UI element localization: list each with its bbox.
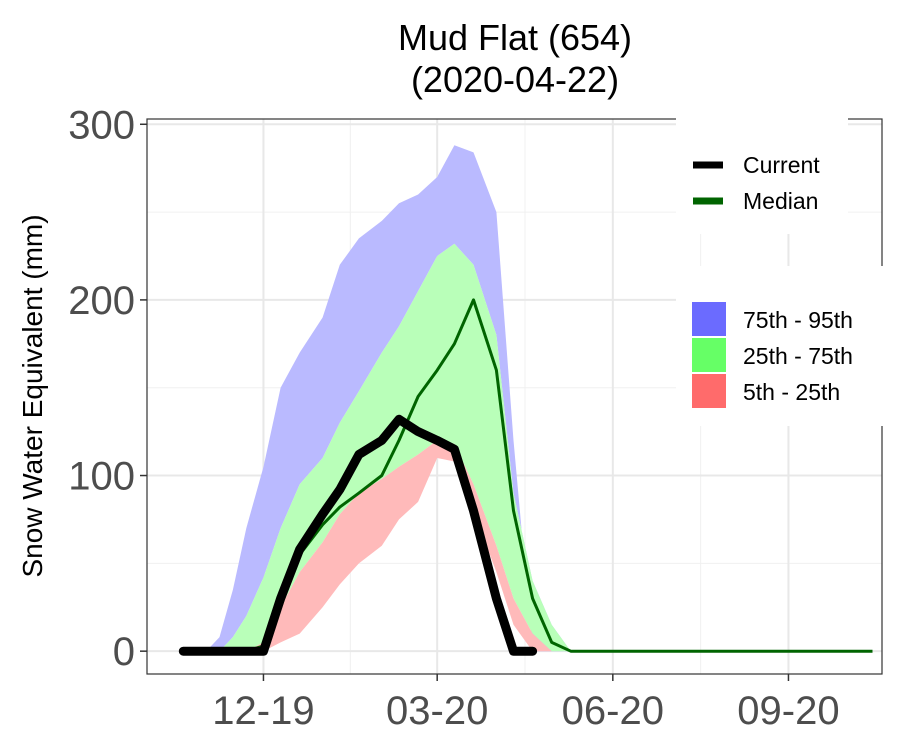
legend-key-band	[692, 374, 726, 408]
x-tick-label: 09-20	[737, 689, 839, 733]
legend-label-median: Median	[743, 188, 818, 214]
x-tick-label: 06-20	[562, 689, 664, 733]
legend-label-band: 25th - 75th	[743, 343, 853, 369]
y-axis-label: Snow Water Equivalent (mm)	[17, 214, 48, 577]
band-5th-25th	[183, 440, 873, 652]
legend: Current Median 75th - 95th 25th - 75th 5th -…	[676, 116, 886, 426]
band-25th-75th	[183, 243, 873, 652]
y-tick-label: 100	[68, 455, 135, 499]
legend-key-band	[692, 302, 726, 336]
x-tick-label: 12-19	[212, 689, 314, 733]
series-lines	[178, 298, 873, 656]
chart-title-line1: Mud Flat (654)	[398, 17, 632, 58]
x-tick-label: 03-20	[386, 689, 488, 733]
legend-key-band	[692, 338, 726, 372]
axis-ticks: 0 100 200 300 12-19 03-20 06-20 09-20	[68, 103, 839, 733]
current-line	[178, 414, 538, 656]
legend-lines-box	[676, 116, 848, 234]
legend-label-band: 75th - 95th	[743, 307, 853, 333]
chart-title-line2: (2020-04-22)	[411, 59, 619, 100]
band-75th-95th	[183, 145, 873, 652]
y-tick-label: 0	[113, 630, 135, 674]
y-tick-label: 200	[68, 279, 135, 323]
y-tick-label: 300	[68, 103, 135, 147]
percentile-bands	[183, 145, 873, 652]
legend-label-band: 5th - 25th	[743, 379, 840, 405]
legend-label-current: Current	[743, 152, 820, 178]
